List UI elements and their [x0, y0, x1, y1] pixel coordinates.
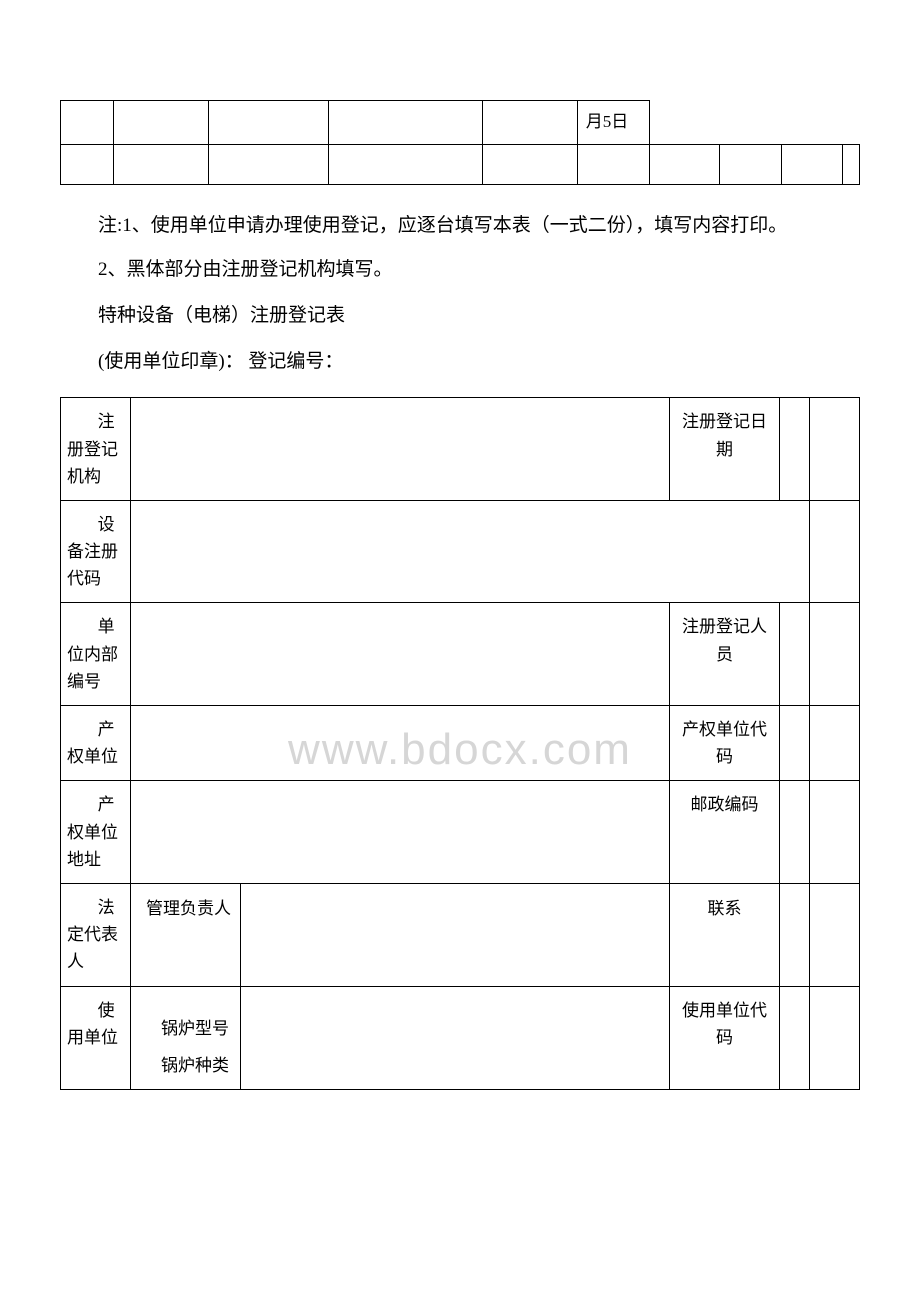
cell — [810, 603, 860, 706]
label-register-person: 注册登记人员 — [670, 603, 780, 706]
cell — [131, 500, 810, 603]
cell — [61, 144, 114, 184]
label-boiler-info: 锅炉型号 锅炉种类 — [131, 986, 241, 1089]
top-fragment-table: 月5日 — [60, 100, 860, 185]
cell — [482, 101, 577, 145]
cell — [780, 986, 810, 1089]
label-contact: 联系 — [670, 883, 780, 986]
cell — [843, 144, 860, 184]
cell — [810, 883, 860, 986]
table-row: 法定代表人 管理负责人 联系 — [61, 883, 860, 986]
label-register-org: 注册登记机构 — [61, 398, 131, 501]
registration-table: 注册登记机构 注册登记日期 设备注册代码 单位内部编号 注册登记人员 产权单位 — [60, 397, 860, 1090]
cell — [780, 603, 810, 706]
table-row: 产权单位地址 邮政编码 — [61, 781, 860, 884]
label-text: 注册登记人员 — [682, 617, 767, 663]
cell — [810, 986, 860, 1089]
label-text: 产权单位地址 — [67, 791, 124, 873]
cell — [131, 398, 670, 501]
table-row: 月5日 — [61, 101, 860, 145]
label-register-date: 注册登记日期 — [670, 398, 780, 501]
label-manager: 管理负责人 — [131, 883, 241, 986]
label-boiler-type: 锅炉种类 — [143, 1052, 234, 1079]
label-text: 产权单位 — [67, 716, 124, 770]
seal-line: (使用单位印章)： 登记编号： — [60, 345, 860, 379]
cell — [810, 706, 860, 781]
label-text: 邮政编码 — [691, 795, 759, 814]
label-text: 使用单位代码 — [682, 1001, 767, 1047]
table-row: 产权单位 产权单位代码 — [61, 706, 860, 781]
table-row: 单位内部编号 注册登记人员 — [61, 603, 860, 706]
cell — [780, 398, 810, 501]
label-text: 注册登记机构 — [67, 408, 124, 490]
cell — [209, 101, 329, 145]
cell — [780, 883, 810, 986]
cell — [482, 144, 577, 184]
cell — [114, 144, 209, 184]
cell — [329, 144, 483, 184]
label-text: 注册登记日期 — [682, 412, 767, 458]
cell — [329, 101, 483, 145]
label-property-unit: 产权单位 — [61, 706, 131, 781]
cell — [131, 706, 670, 781]
cell — [114, 101, 209, 145]
note-1: 注:1、使用单位申请办理使用登记，应逐台填写本表（一式二份），填写内容打印。 — [60, 209, 860, 243]
label-text: 设备注册代码 — [67, 511, 124, 593]
label-text: 联系 — [708, 899, 742, 918]
cell — [780, 706, 810, 781]
table-row: 设备注册代码 — [61, 500, 860, 603]
cell — [810, 398, 860, 501]
table-row — [61, 144, 860, 184]
label-device-code: 设备注册代码 — [61, 500, 131, 603]
note-2: 2、黑体部分由注册登记机构填写。 — [60, 253, 860, 287]
cell-date: 月5日 — [577, 101, 650, 145]
cell — [810, 781, 860, 884]
cell — [720, 144, 781, 184]
cell — [131, 781, 670, 884]
label-boiler-model: 锅炉型号 — [143, 1015, 234, 1042]
label-legal-rep: 法定代表人 — [61, 883, 131, 986]
label-use-unit: 使用单位 — [61, 986, 131, 1089]
cell — [241, 986, 670, 1089]
cell — [577, 144, 650, 184]
label-property-address: 产权单位地址 — [61, 781, 131, 884]
cell — [810, 500, 860, 603]
label-text: 管理负责人 — [146, 899, 231, 918]
cell — [209, 144, 329, 184]
cell — [650, 144, 720, 184]
label-text: 产权单位代码 — [682, 720, 767, 766]
date-fragment: 月5日 — [586, 112, 629, 131]
form-title: 特种设备（电梯）注册登记表 — [60, 299, 860, 333]
label-text: 法定代表人 — [67, 894, 124, 976]
table-row: 注册登记机构 注册登记日期 — [61, 398, 860, 501]
label-use-unit-code: 使用单位代码 — [670, 986, 780, 1089]
cell — [131, 603, 670, 706]
label-postal-code: 邮政编码 — [670, 781, 780, 884]
cell — [61, 101, 114, 145]
cell — [241, 883, 670, 986]
table-row: 使用单位 锅炉型号 锅炉种类 使用单位代码 — [61, 986, 860, 1089]
label-text: 单位内部编号 — [67, 613, 124, 695]
cell — [781, 144, 843, 184]
label-text: 使用单位 — [67, 997, 124, 1051]
label-property-code: 产权单位代码 — [670, 706, 780, 781]
cell — [780, 781, 810, 884]
label-internal-no: 单位内部编号 — [61, 603, 131, 706]
